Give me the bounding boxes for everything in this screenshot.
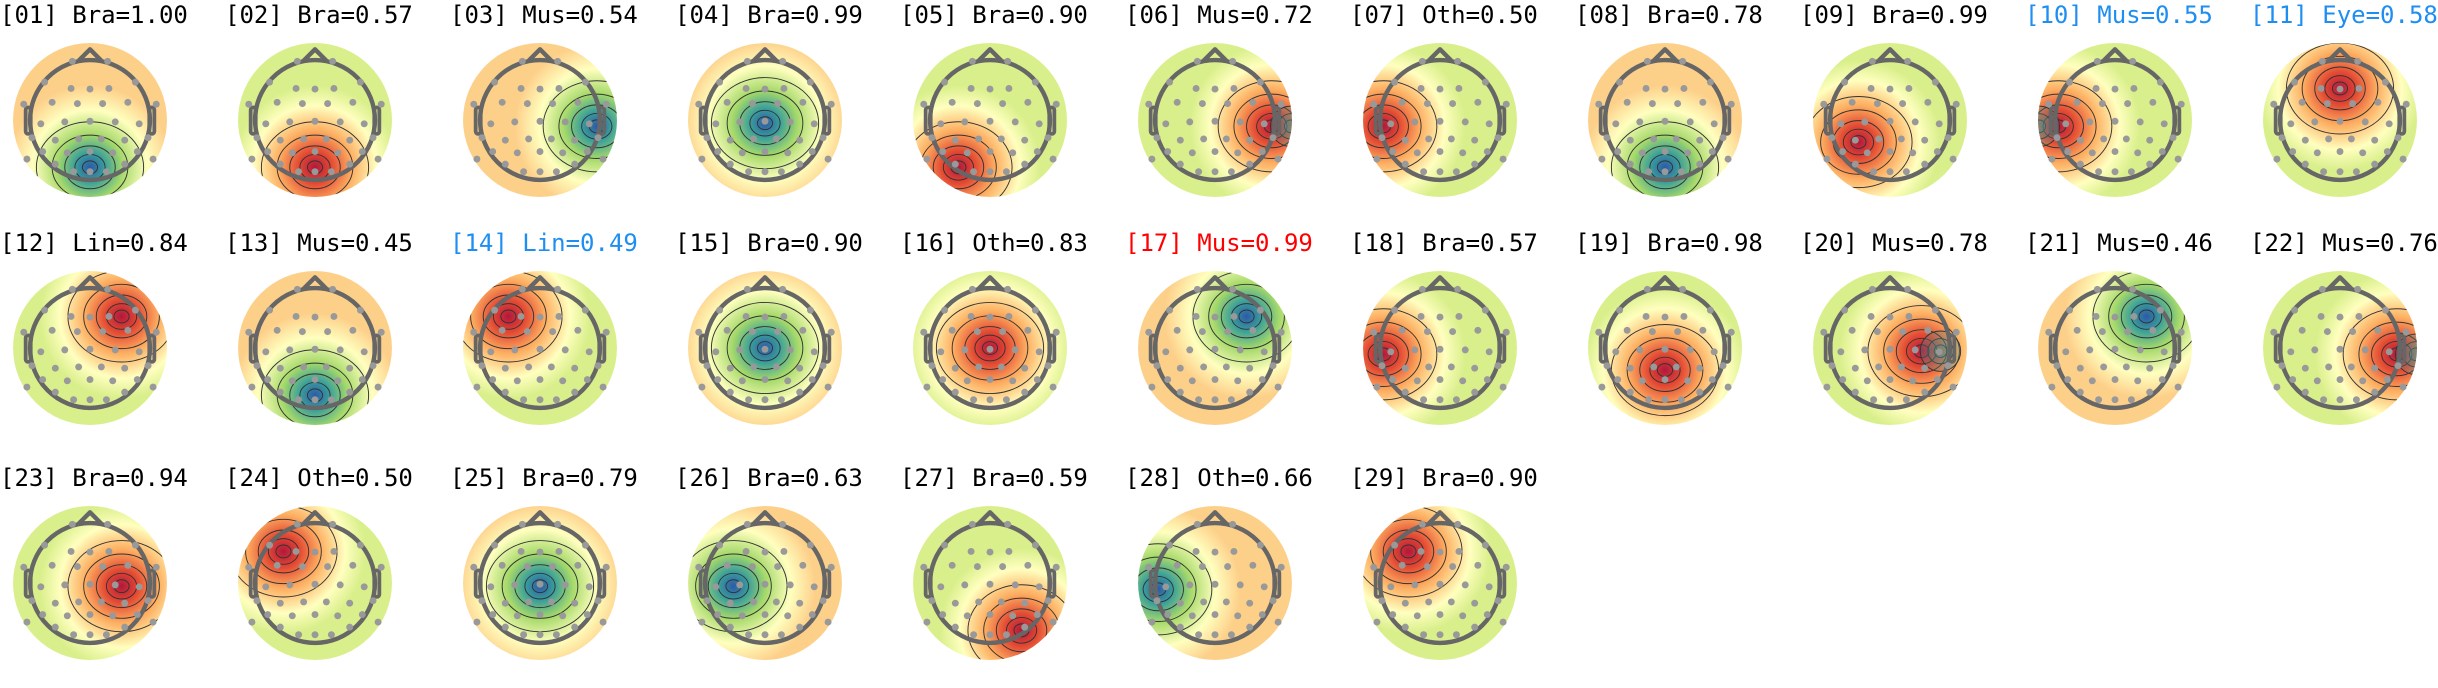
topomap	[1358, 38, 1522, 202]
panel-title: [20] Mus=0.78	[1800, 229, 1988, 257]
topomap-panel: [14] Lin=0.49	[450, 228, 675, 453]
topomap-panel: [12] Lin=0.84	[0, 228, 225, 453]
topomap-panel: [18] Bra=0.57	[1350, 228, 1575, 453]
panel-title: [27] Bra=0.59	[900, 464, 1088, 492]
topomap-panel: [20] Mus=0.78	[1800, 228, 2025, 453]
topomap	[908, 266, 1072, 430]
topomap-panel: [11] Eye=0.58	[2250, 0, 2438, 225]
topomap	[233, 38, 397, 202]
panel-title: [15] Bra=0.90	[675, 229, 863, 257]
topomap-panel: [27] Bra=0.59	[900, 463, 1125, 688]
topomap	[458, 38, 622, 202]
panel-title: [01] Bra=1.00	[0, 1, 188, 29]
topomap	[1133, 266, 1297, 430]
topomap-panel: [21] Mus=0.46	[2025, 228, 2250, 453]
topomap	[233, 501, 397, 665]
topomap	[908, 501, 1072, 665]
panel-title: [12] Lin=0.84	[0, 229, 188, 257]
topomap-panel: [26] Bra=0.63	[675, 463, 900, 688]
topomap	[8, 501, 172, 665]
panel-title: [13] Mus=0.45	[225, 229, 413, 257]
panel-title: [09] Bra=0.99	[1800, 1, 1988, 29]
panel-title: [17] Mus=0.99	[1125, 229, 1313, 257]
panel-title: [07] Oth=0.50	[1350, 1, 1538, 29]
topomap	[8, 266, 172, 430]
panel-title: [22] Mus=0.76	[2250, 229, 2438, 257]
panel-title: [11] Eye=0.58	[2250, 1, 2438, 29]
topomap	[908, 38, 1072, 202]
panel-title: [29] Bra=0.90	[1350, 464, 1538, 492]
topomap	[1808, 38, 1972, 202]
topomap-panel: [01] Bra=1.00	[0, 0, 225, 225]
panel-title: [21] Mus=0.46	[2025, 229, 2213, 257]
panel-title: [25] Bra=0.79	[450, 464, 638, 492]
topomap-panel: [23] Bra=0.94	[0, 463, 225, 688]
panel-title: [04] Bra=0.99	[675, 1, 863, 29]
topomap	[2033, 266, 2197, 430]
panel-title: [23] Bra=0.94	[0, 464, 188, 492]
topomap-panel: [17] Mus=0.99	[1125, 228, 1350, 453]
panel-title: [05] Bra=0.90	[900, 1, 1088, 29]
panel-title: [16] Oth=0.83	[900, 229, 1088, 257]
topomap-panel: [03] Mus=0.54	[450, 0, 675, 225]
topomap	[683, 501, 847, 665]
panel-title: [03] Mus=0.54	[450, 1, 638, 29]
panel-title: [18] Bra=0.57	[1350, 229, 1538, 257]
topomap-panel: [04] Bra=0.99	[675, 0, 900, 225]
topomap	[2033, 38, 2197, 202]
topomap-panel: [22] Mus=0.76	[2250, 228, 2438, 453]
topomap	[1808, 266, 1972, 430]
topomap-panel: [13] Mus=0.45	[225, 228, 450, 453]
topomap-panel: [10] Mus=0.55	[2025, 0, 2250, 225]
topomap-panel: [09] Bra=0.99	[1800, 0, 2025, 225]
topomap-panel: [05] Bra=0.90	[900, 0, 1125, 225]
topomap-panel: [24] Oth=0.50	[225, 463, 450, 688]
topomap-panel: [25] Bra=0.79	[450, 463, 675, 688]
topomap-panel: [07] Oth=0.50	[1350, 0, 1575, 225]
topomap	[683, 38, 847, 202]
panel-title: [24] Oth=0.50	[225, 464, 413, 492]
panel-title: [08] Bra=0.78	[1575, 1, 1763, 29]
topomap	[1133, 38, 1297, 202]
topomap	[1133, 501, 1297, 665]
topomap	[233, 266, 397, 430]
panel-title: [10] Mus=0.55	[2025, 1, 2213, 29]
topomap	[458, 501, 622, 665]
panel-title: [26] Bra=0.63	[675, 464, 863, 492]
panel-title: [06] Mus=0.72	[1125, 1, 1313, 29]
topomap	[458, 266, 622, 430]
topomap-panel: [08] Bra=0.78	[1575, 0, 1800, 225]
topomap	[1583, 266, 1747, 430]
panel-title: [19] Bra=0.98	[1575, 229, 1763, 257]
topomap-panel: [19] Bra=0.98	[1575, 228, 1800, 453]
topomap	[1583, 38, 1747, 202]
panel-title: [02] Bra=0.57	[225, 1, 413, 29]
topomap-panel: [06] Mus=0.72	[1125, 0, 1350, 225]
topomap	[8, 38, 172, 202]
topomap	[1358, 266, 1522, 430]
topomap	[683, 266, 847, 430]
topomap	[1358, 501, 1522, 665]
topomap	[2258, 266, 2422, 430]
topomap-panel: [29] Bra=0.90	[1350, 463, 1575, 688]
topomap-panel: [28] Oth=0.66	[1125, 463, 1350, 688]
topomap-panel: [15] Bra=0.90	[675, 228, 900, 453]
topomap	[2258, 38, 2422, 202]
panel-title: [14] Lin=0.49	[450, 229, 638, 257]
topomap-panel: [02] Bra=0.57	[225, 0, 450, 225]
topomap-panel: [16] Oth=0.83	[900, 228, 1125, 453]
panel-title: [28] Oth=0.66	[1125, 464, 1313, 492]
